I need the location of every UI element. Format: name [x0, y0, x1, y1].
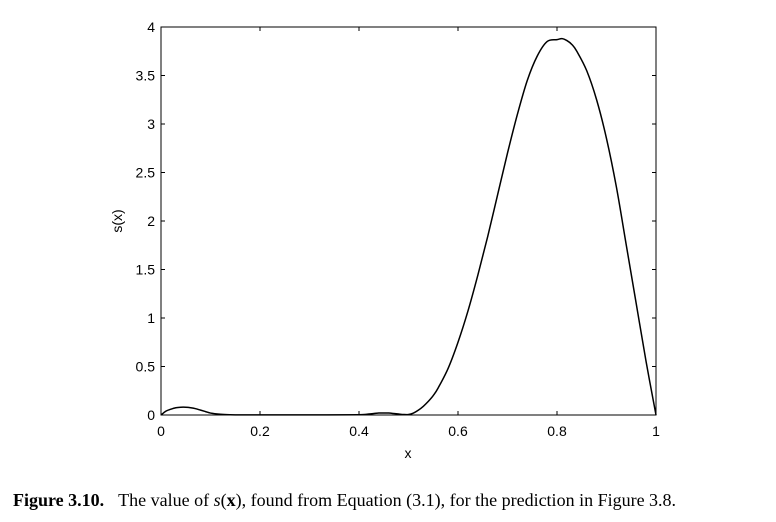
chart: 0 0.2 0.4 0.6 0.8 1 0 0.5 1 1.5 2 2.5 3 3.5 4 x s(x): [109, 19, 660, 461]
figure-caption: Figure 3.10. The value of s(x), found fro…: [13, 490, 773, 511]
series-line: [160, 37, 657, 416]
caption-text-after: ), found from Equation (3.1), for the pr…: [235, 490, 677, 510]
caption-vector: x: [226, 490, 236, 510]
x-tick-label: 0: [157, 423, 165, 439]
y-tick-label: 3: [147, 116, 155, 132]
caption-text-before: The value of: [118, 490, 214, 510]
y-tick-label: 0.5: [136, 359, 156, 375]
caption-label: Figure 3.10.: [13, 490, 105, 510]
caption-symbol: s: [213, 490, 221, 510]
x-tick-label: 0.8: [547, 423, 567, 439]
y-tick-label: 1: [147, 310, 155, 326]
caption-open-paren: (: [220, 490, 227, 510]
y-axis-ticks: 0 0.5 1 1.5 2 2.5 3 3.5 4: [136, 19, 656, 423]
x-tick-label: 0.2: [250, 423, 270, 439]
y-tick-label: 4: [147, 19, 155, 35]
y-axis-label: s(x): [109, 209, 125, 232]
x-tick-label: 1: [652, 423, 660, 439]
x-tick-label: 0.6: [448, 423, 468, 439]
y-tick-label: 1.5: [136, 262, 156, 278]
y-tick-label: 2.5: [136, 165, 156, 181]
y-tick-label: 0: [147, 407, 155, 423]
y-tick-label: 2: [147, 213, 155, 229]
x-axis-label: x: [405, 445, 412, 461]
y-tick-label: 3.5: [136, 68, 156, 84]
plot-frame: [160, 26, 657, 416]
x-tick-label: 0.4: [349, 423, 369, 439]
x-axis-ticks: 0 0.2 0.4 0.6 0.8 1: [157, 27, 660, 439]
